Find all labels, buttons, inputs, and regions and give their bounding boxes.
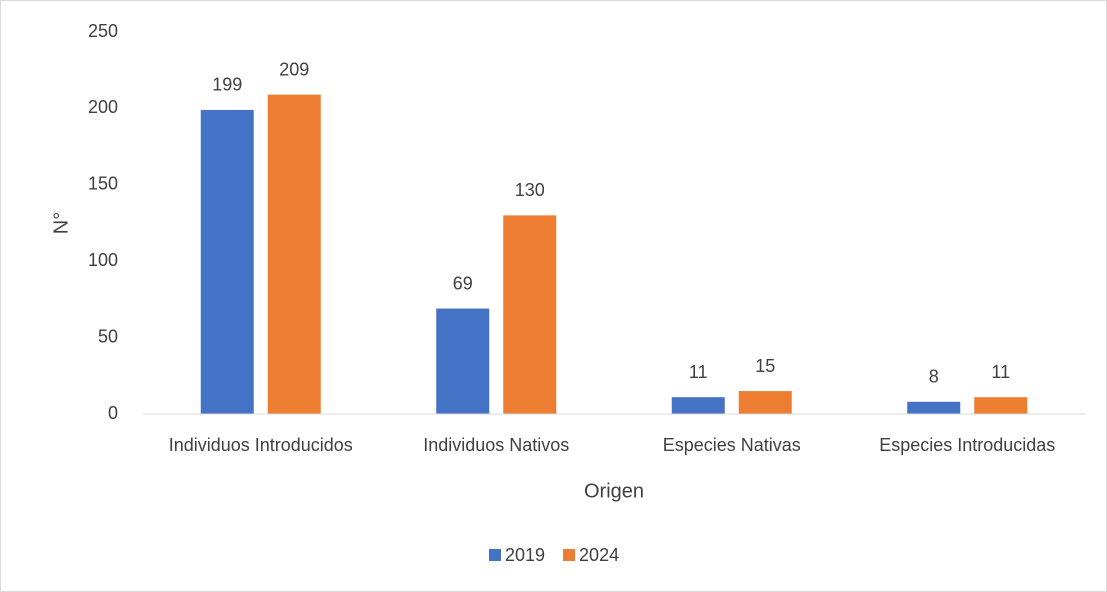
y-tick-label: 0 — [108, 403, 118, 423]
y-axis-title: N° — [50, 212, 72, 234]
y-tick-label: 250 — [88, 21, 118, 41]
bar — [738, 391, 792, 414]
data-label: 130 — [515, 180, 545, 200]
y-tick-label: 150 — [88, 174, 118, 194]
x-tick-label: Individuos Nativos — [423, 435, 569, 455]
data-label: 69 — [453, 273, 473, 293]
legend-label: 2019 — [505, 545, 545, 565]
legend-swatch — [563, 549, 576, 561]
x-tick-label: Especies Nativas — [663, 435, 801, 455]
data-label: 199 — [212, 75, 242, 95]
bar — [267, 94, 321, 414]
data-label: 11 — [689, 362, 708, 382]
y-tick-label: 50 — [98, 326, 118, 346]
data-label: 15 — [755, 356, 775, 376]
legend-swatch — [489, 549, 501, 561]
bar — [907, 401, 961, 414]
y-tick-label: 200 — [88, 97, 118, 117]
x-axis-title: Origen — [584, 480, 644, 502]
x-tick-label: Individuos Introducidos — [169, 435, 353, 455]
data-label: 8 — [929, 367, 939, 387]
legend-label: 2024 — [579, 545, 619, 565]
x-tick-label: Especies Introducidas — [879, 435, 1055, 455]
bar — [671, 397, 725, 414]
y-tick-label: 100 — [88, 250, 118, 270]
bar — [436, 308, 490, 414]
bar — [974, 397, 1028, 414]
bar — [503, 215, 557, 414]
bar — [200, 109, 254, 414]
data-label: 11 — [991, 362, 1010, 382]
data-label: 209 — [279, 59, 309, 79]
